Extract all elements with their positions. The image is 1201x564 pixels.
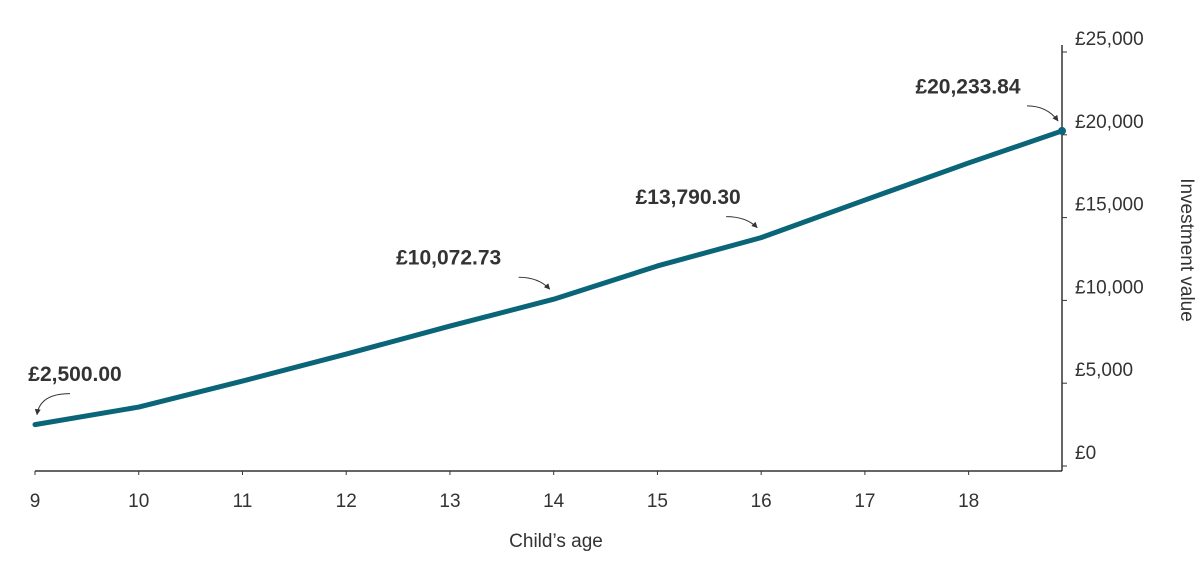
x-tick-label: 18 xyxy=(958,491,979,512)
y-tick-label: £0 xyxy=(1075,443,1096,464)
end-point xyxy=(1058,126,1066,135)
x-tick-label: 17 xyxy=(854,491,875,512)
y-axis-title: Investment value xyxy=(1176,178,1197,322)
annotation: £2,500.00 xyxy=(28,363,121,386)
annotation-arrow xyxy=(726,216,758,229)
annotation-arrow xyxy=(518,276,551,290)
x-tick-label: 16 xyxy=(751,491,772,512)
x-tick-label: 9 xyxy=(30,491,41,512)
x-tick-label: 10 xyxy=(128,491,149,512)
annotation: £10,072.73 xyxy=(396,247,501,270)
annotation-arrow xyxy=(1026,105,1059,122)
annotation-arrow xyxy=(34,393,71,416)
y-tick-label: £15,000 xyxy=(1075,195,1144,216)
x-tick-label: 14 xyxy=(543,491,565,512)
annotation: £13,790.30 xyxy=(636,186,741,209)
x-tick-label: 15 xyxy=(647,491,668,512)
y-tick-label: £10,000 xyxy=(1075,277,1144,298)
x-tick-label: 12 xyxy=(336,491,357,512)
x-tick-label: 13 xyxy=(439,491,460,512)
x-tick-label: 11 xyxy=(233,491,253,512)
annotation: £20,233.84 xyxy=(915,75,1020,98)
y-tick-label: £5,000 xyxy=(1075,360,1133,381)
x-axis-title: Child’s age xyxy=(509,531,603,552)
y-tick-label: £25,000 xyxy=(1075,29,1144,50)
line xyxy=(32,128,1065,428)
y-tick-label: £20,000 xyxy=(1075,112,1144,133)
